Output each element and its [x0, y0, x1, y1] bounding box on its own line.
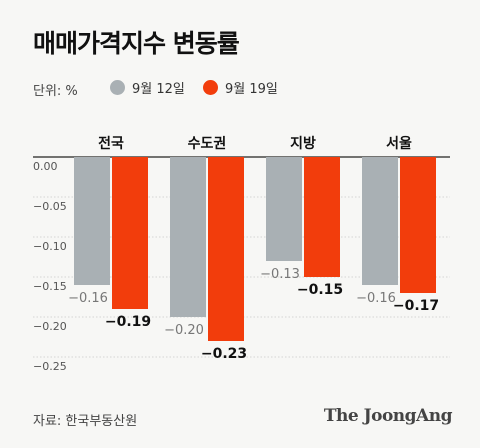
bar	[266, 157, 302, 261]
bar	[362, 157, 398, 285]
bar	[170, 157, 206, 317]
data-label: −0.15	[297, 282, 343, 298]
bar	[400, 157, 436, 293]
category-label: 전국	[98, 135, 124, 152]
brand-logo: The JoongAng	[323, 406, 453, 426]
y-tick-label: −0.25	[33, 360, 67, 373]
data-label: −0.16	[356, 291, 396, 306]
unit-label: 단위: %	[33, 84, 78, 99]
y-tick-label: −0.10	[33, 240, 67, 253]
legend-label-sep19: 9월 19일	[225, 82, 278, 97]
legend-swatch-sep12	[110, 80, 125, 95]
data-label: −0.17	[393, 298, 439, 314]
data-label: −0.13	[260, 267, 300, 282]
data-label: −0.20	[164, 323, 204, 338]
y-tick-label: 0.00	[33, 160, 58, 173]
bar	[304, 157, 340, 277]
legend-item-sep12: 9월 12일	[110, 78, 185, 97]
legend-swatch-sep19	[203, 80, 218, 95]
legend-label-sep12: 9월 12일	[132, 82, 185, 97]
legend-item-sep19: 9월 19일	[203, 78, 278, 97]
category-label: 지방	[290, 135, 316, 152]
chart-title: 매매가격지수 변동률	[33, 29, 240, 58]
data-label: −0.16	[68, 291, 108, 306]
data-label: −0.23	[201, 346, 247, 362]
bar	[208, 157, 244, 341]
data-label: −0.19	[105, 314, 151, 330]
y-tick-label: −0.20	[33, 320, 67, 333]
y-tick-label: −0.15	[33, 280, 67, 293]
category-label: 수도권	[188, 136, 227, 152]
bar	[74, 157, 110, 285]
category-label: 서울	[386, 135, 412, 152]
bar	[112, 157, 148, 309]
source-label: 자료: 한국부동산원	[33, 414, 138, 429]
y-tick-label: −0.05	[33, 200, 67, 213]
